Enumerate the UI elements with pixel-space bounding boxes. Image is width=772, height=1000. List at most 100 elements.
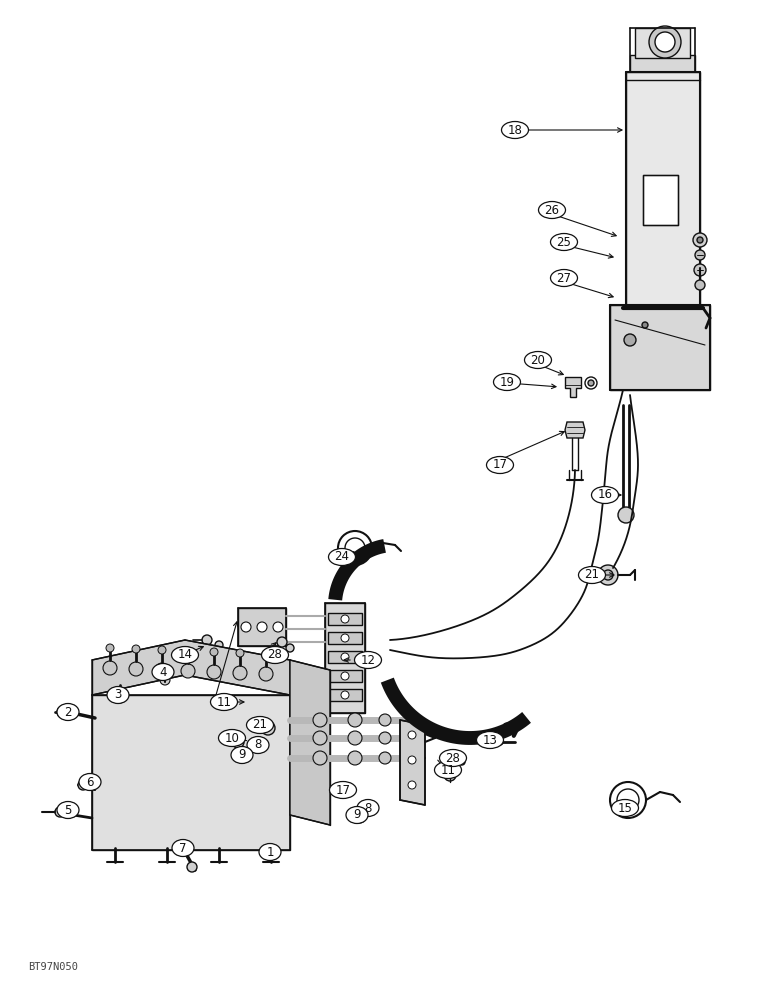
Circle shape bbox=[257, 622, 267, 632]
Ellipse shape bbox=[79, 774, 101, 790]
Circle shape bbox=[57, 706, 69, 718]
Circle shape bbox=[624, 334, 636, 346]
Polygon shape bbox=[630, 55, 695, 75]
Text: 3: 3 bbox=[114, 688, 122, 702]
Circle shape bbox=[215, 641, 223, 649]
Circle shape bbox=[408, 731, 416, 739]
Polygon shape bbox=[635, 28, 690, 58]
Circle shape bbox=[408, 781, 416, 789]
Text: 14: 14 bbox=[178, 648, 192, 662]
Circle shape bbox=[348, 751, 362, 765]
Text: 12: 12 bbox=[361, 654, 375, 666]
Circle shape bbox=[484, 736, 496, 748]
Polygon shape bbox=[92, 640, 290, 695]
Circle shape bbox=[348, 713, 362, 727]
Text: 16: 16 bbox=[598, 488, 612, 502]
Circle shape bbox=[348, 731, 362, 745]
Polygon shape bbox=[400, 720, 425, 805]
Ellipse shape bbox=[539, 202, 566, 219]
Ellipse shape bbox=[330, 782, 357, 798]
Circle shape bbox=[695, 250, 705, 260]
Text: 27: 27 bbox=[557, 271, 571, 284]
Polygon shape bbox=[290, 660, 330, 825]
Text: 10: 10 bbox=[225, 732, 239, 744]
Text: 19: 19 bbox=[499, 375, 514, 388]
Text: 11: 11 bbox=[216, 696, 232, 708]
Circle shape bbox=[261, 721, 275, 735]
Circle shape bbox=[78, 780, 88, 790]
Circle shape bbox=[379, 732, 391, 744]
Circle shape bbox=[277, 637, 287, 647]
Circle shape bbox=[262, 650, 270, 658]
Text: 21: 21 bbox=[584, 568, 600, 582]
Circle shape bbox=[155, 663, 169, 677]
Polygon shape bbox=[565, 422, 585, 438]
Text: 20: 20 bbox=[530, 354, 546, 366]
Ellipse shape bbox=[524, 352, 551, 368]
Circle shape bbox=[184, 647, 192, 655]
Polygon shape bbox=[238, 608, 286, 646]
Polygon shape bbox=[626, 72, 700, 310]
Ellipse shape bbox=[152, 664, 174, 680]
Circle shape bbox=[341, 653, 349, 661]
Ellipse shape bbox=[486, 456, 513, 474]
Text: 8: 8 bbox=[254, 738, 262, 752]
Ellipse shape bbox=[502, 121, 529, 138]
Ellipse shape bbox=[171, 647, 198, 664]
Text: BT97N050: BT97N050 bbox=[28, 962, 78, 972]
Circle shape bbox=[618, 507, 634, 523]
Polygon shape bbox=[92, 695, 290, 850]
Ellipse shape bbox=[493, 373, 520, 390]
Circle shape bbox=[364, 802, 376, 814]
Polygon shape bbox=[328, 689, 362, 701]
Circle shape bbox=[273, 622, 283, 632]
Ellipse shape bbox=[211, 694, 238, 710]
Circle shape bbox=[341, 634, 349, 642]
Text: 15: 15 bbox=[618, 802, 632, 814]
Circle shape bbox=[617, 789, 639, 811]
Ellipse shape bbox=[231, 746, 253, 764]
Circle shape bbox=[114, 691, 126, 703]
Circle shape bbox=[265, 725, 271, 731]
Text: 25: 25 bbox=[557, 235, 571, 248]
Circle shape bbox=[444, 769, 456, 781]
Circle shape bbox=[106, 644, 114, 652]
Circle shape bbox=[55, 807, 65, 817]
Text: 7: 7 bbox=[179, 842, 187, 854]
Circle shape bbox=[241, 622, 251, 632]
Ellipse shape bbox=[357, 800, 379, 816]
Circle shape bbox=[497, 739, 503, 745]
Text: 28: 28 bbox=[445, 752, 460, 764]
Ellipse shape bbox=[218, 730, 245, 746]
Circle shape bbox=[132, 645, 140, 653]
Ellipse shape bbox=[476, 732, 503, 748]
Ellipse shape bbox=[578, 566, 605, 584]
Circle shape bbox=[379, 714, 391, 726]
Text: 26: 26 bbox=[544, 204, 560, 217]
Text: 13: 13 bbox=[482, 734, 497, 746]
Circle shape bbox=[695, 280, 705, 290]
Circle shape bbox=[313, 713, 327, 727]
Circle shape bbox=[207, 665, 221, 679]
Ellipse shape bbox=[172, 840, 194, 856]
Polygon shape bbox=[610, 305, 710, 390]
Circle shape bbox=[693, 233, 707, 247]
Ellipse shape bbox=[107, 686, 129, 704]
Text: 6: 6 bbox=[86, 776, 93, 788]
Circle shape bbox=[610, 782, 646, 818]
Text: 1: 1 bbox=[266, 846, 274, 858]
Circle shape bbox=[232, 736, 244, 748]
Text: 9: 9 bbox=[354, 808, 361, 822]
Circle shape bbox=[313, 731, 327, 745]
Circle shape bbox=[233, 666, 247, 680]
Circle shape bbox=[459, 759, 465, 765]
Text: 9: 9 bbox=[239, 748, 245, 762]
Circle shape bbox=[338, 531, 372, 565]
Polygon shape bbox=[328, 613, 362, 625]
Text: 24: 24 bbox=[334, 550, 350, 564]
Circle shape bbox=[408, 756, 416, 764]
Circle shape bbox=[642, 322, 648, 328]
Ellipse shape bbox=[439, 750, 466, 766]
Circle shape bbox=[202, 635, 212, 645]
Polygon shape bbox=[328, 632, 362, 644]
